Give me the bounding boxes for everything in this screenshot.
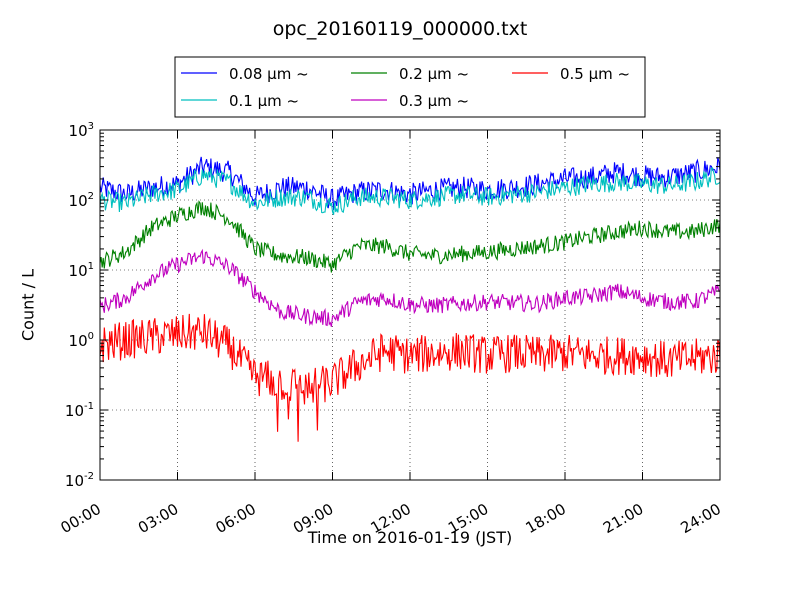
y-tick-label: 10-1 bbox=[65, 401, 94, 420]
legend-label-3: 0.3 μm ~ bbox=[399, 92, 469, 110]
legend-label-0: 0.08 μm ~ bbox=[229, 65, 309, 83]
y-tick-label: 10-2 bbox=[65, 471, 94, 490]
y-tick-label: 102 bbox=[69, 191, 94, 210]
legend-box bbox=[174, 56, 646, 118]
x-axis-label: Time on 2016-01-19 (JST) bbox=[307, 528, 513, 547]
series-line-1 bbox=[99, 167, 721, 215]
legend-label-2: 0.2 μm ~ bbox=[399, 65, 469, 83]
series-line-2 bbox=[99, 200, 721, 273]
x-tick-label: 00:00 bbox=[58, 500, 104, 537]
legend-label-1: 0.1 μm ~ bbox=[229, 92, 299, 110]
y-tick-label: 103 bbox=[69, 121, 94, 140]
legend-label-4: 0.5 μm ~ bbox=[560, 65, 630, 83]
series-line-3 bbox=[99, 248, 721, 327]
chart-title: opc_20160119_000000.txt bbox=[272, 18, 528, 40]
series-line-0 bbox=[99, 156, 721, 211]
y-tick-label: 101 bbox=[69, 261, 94, 280]
y-axis-label: Count / L bbox=[18, 269, 38, 341]
y-tick-label: 100 bbox=[69, 331, 94, 350]
series-line-4 bbox=[99, 313, 721, 442]
